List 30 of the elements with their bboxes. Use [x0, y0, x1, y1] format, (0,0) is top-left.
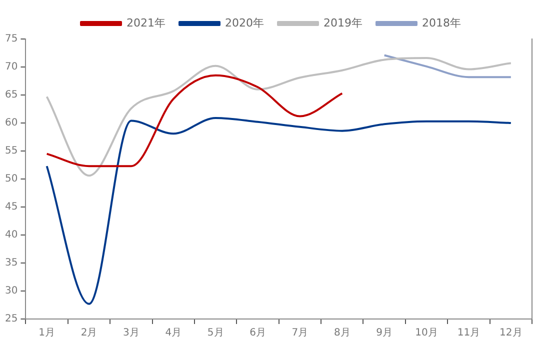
legend-label: 2018年 — [422, 16, 461, 30]
y-tick-label: 55 — [4, 146, 18, 157]
x-tick-label: 8月 — [334, 328, 350, 339]
x-tick-label: 12月 — [500, 328, 522, 339]
x-tick-label: 10月 — [415, 328, 438, 339]
x-tick-label: 1月 — [38, 328, 56, 339]
x-tick-label: 11月 — [457, 328, 480, 339]
y-tick-label: 60 — [4, 118, 18, 129]
x-tick-label: 5月 — [207, 328, 224, 339]
y-tick-label: 70 — [4, 62, 18, 73]
y-tick-label: 50 — [4, 174, 18, 185]
x-tick-label: 3月 — [123, 328, 140, 339]
y-tick-label: 75 — [4, 34, 18, 45]
x-tick-label: 9月 — [376, 328, 393, 339]
line-series — [46, 74, 344, 168]
y-tick-label: 65 — [4, 90, 18, 101]
line-series — [46, 116, 512, 305]
x-tick-label: 6月 — [250, 328, 266, 339]
legend-label: 2020年 — [225, 16, 264, 30]
y-tick-label: 45 — [4, 202, 18, 213]
y-tick-label: 30 — [4, 286, 18, 297]
y-tick-label: 25 — [4, 314, 18, 325]
x-tick-label: 7月 — [292, 328, 308, 339]
x-tick-label: 4月 — [165, 328, 182, 339]
legend-label: 2021年 — [126, 16, 166, 30]
y-tick-label: 35 — [4, 258, 18, 269]
x-tick-label: 2月 — [80, 328, 98, 339]
y-tick-label: 40 — [4, 230, 18, 241]
legend-label: 2019年 — [324, 16, 362, 30]
line-series — [46, 57, 512, 177]
